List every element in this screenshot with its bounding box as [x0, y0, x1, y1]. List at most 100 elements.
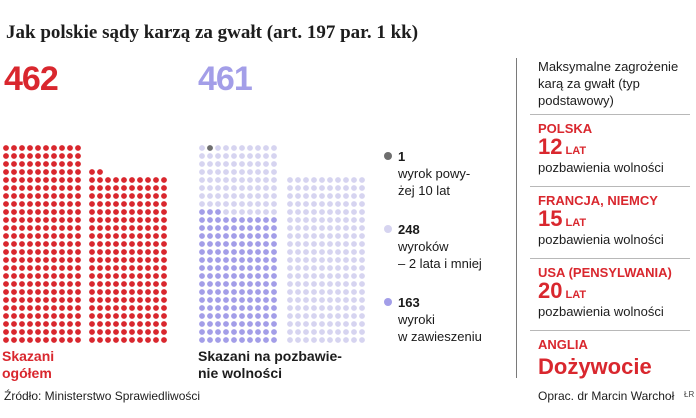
- dot-short-sentence: [343, 249, 349, 255]
- dot-short-sentence: [319, 257, 325, 263]
- dot-total-convicted: [11, 193, 17, 199]
- dot-suspended: [239, 321, 245, 327]
- dot-total-convicted: [153, 281, 159, 287]
- dot-short-sentence: [207, 169, 213, 175]
- dot-total-convicted: [35, 281, 41, 287]
- dot-short-sentence: [295, 217, 301, 223]
- dot-total-convicted: [153, 209, 159, 215]
- dot-short-sentence: [223, 193, 229, 199]
- dot-total-convicted: [67, 337, 73, 343]
- dot-total-convicted: [35, 233, 41, 239]
- dot-short-sentence: [311, 241, 317, 247]
- dot-total-convicted: [35, 209, 41, 215]
- dot-short-sentence: [231, 153, 237, 159]
- dot-total-convicted: [137, 225, 143, 231]
- dot-short-sentence: [255, 145, 261, 151]
- dot-suspended: [207, 313, 213, 319]
- dot-suspended: [207, 249, 213, 255]
- author-mark: ŁR: [684, 390, 695, 399]
- dot-total-convicted: [137, 217, 143, 223]
- dot-suspended: [247, 305, 253, 311]
- dot-short-sentence: [311, 329, 317, 335]
- dot-suspended: [199, 225, 205, 231]
- dot-total-convicted: [59, 233, 65, 239]
- dot-short-sentence: [303, 281, 309, 287]
- dot-total-convicted: [19, 169, 25, 175]
- dot-total-convicted: [27, 305, 33, 311]
- dot-short-sentence: [335, 281, 341, 287]
- dot-total-convicted: [89, 305, 95, 311]
- dot-suspended: [215, 313, 221, 319]
- dot-total-convicted: [121, 233, 127, 239]
- dot-total-convicted: [51, 313, 57, 319]
- dot-short-sentence: [311, 249, 317, 255]
- dot-short-sentence: [335, 329, 341, 335]
- dot-short-sentence: [327, 233, 333, 239]
- dot-total-convicted: [89, 225, 95, 231]
- dot-suspended: [255, 313, 261, 319]
- dot-short-sentence: [247, 169, 253, 175]
- dot-suspended: [231, 233, 237, 239]
- dot-total-convicted: [97, 305, 103, 311]
- dot-total-convicted: [145, 185, 151, 191]
- dot-short-sentence: [287, 281, 293, 287]
- dot-short-sentence: [335, 249, 341, 255]
- dot-total-convicted: [113, 313, 119, 319]
- dot-suspended: [207, 273, 213, 279]
- dot-short-sentence: [343, 329, 349, 335]
- dot-suspended: [263, 313, 269, 319]
- dot-short-sentence: [271, 193, 277, 199]
- dot-suspended: [247, 217, 253, 223]
- dot-total-convicted: [153, 305, 159, 311]
- dot-total-convicted: [35, 217, 41, 223]
- dot-short-sentence: [311, 321, 317, 327]
- dot-total-convicted: [137, 233, 143, 239]
- dot-total-convicted: [89, 241, 95, 247]
- dot-total-convicted: [59, 265, 65, 271]
- dot-total-convicted: [43, 177, 49, 183]
- dot-total-convicted: [51, 337, 57, 343]
- dot-total-convicted: [35, 145, 41, 151]
- dot-short-sentence: [335, 233, 341, 239]
- dot-total-convicted: [161, 257, 167, 263]
- dot-suspended: [231, 281, 237, 287]
- dot-total-convicted: [121, 273, 127, 279]
- dot-suspended: [215, 217, 221, 223]
- sidebar-rule: [530, 114, 690, 115]
- dot-suspended: [199, 329, 205, 335]
- dot-total-convicted: [19, 161, 25, 167]
- sidebar-intro: Maksymalne zagrożenie karą za gwałt (typ…: [538, 59, 679, 108]
- dot-total-convicted: [51, 161, 57, 167]
- dot-short-sentence: [247, 177, 253, 183]
- dot-total-convicted: [145, 241, 151, 247]
- dot-short-sentence: [215, 153, 221, 159]
- dot-short-sentence: [247, 209, 253, 215]
- dot-short-sentence: [359, 185, 365, 191]
- dot-suspended: [255, 225, 261, 231]
- dot-total-convicted: [75, 297, 81, 303]
- dot-total-convicted: [105, 185, 111, 191]
- dot-total-convicted: [75, 241, 81, 247]
- dot-total-convicted: [105, 337, 111, 343]
- dot-total-convicted: [27, 177, 33, 183]
- dot-short-sentence: [223, 169, 229, 175]
- legend-text: wyroków: [398, 239, 449, 254]
- dot-total-convicted: [137, 185, 143, 191]
- dot-short-sentence: [287, 329, 293, 335]
- dot-suspended: [239, 273, 245, 279]
- dot-total-convicted: [153, 233, 159, 239]
- dot-short-sentence: [231, 209, 237, 215]
- dot-suspended: [271, 337, 277, 343]
- dot-total-convicted: [137, 177, 143, 183]
- dot-suspended: [223, 257, 229, 263]
- dot-total-convicted: [153, 329, 159, 335]
- dot-suspended: [247, 233, 253, 239]
- dot-suspended: [239, 249, 245, 255]
- years-france-germany: 15 LAT: [538, 206, 587, 231]
- dot-suspended: [223, 305, 229, 311]
- dot-total-convicted: [51, 305, 57, 311]
- dot-short-sentence: [239, 185, 245, 191]
- dot-total-convicted: [3, 257, 9, 263]
- dot-total-convicted: [19, 225, 25, 231]
- dot-short-sentence: [215, 201, 221, 207]
